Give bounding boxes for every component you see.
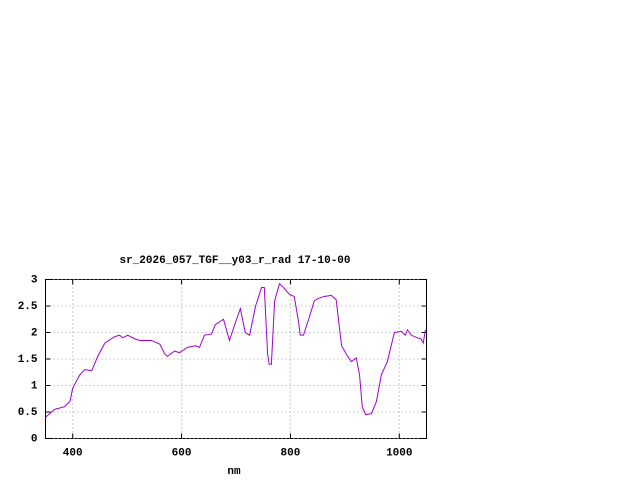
x-tick-label: 400 <box>63 447 83 459</box>
data-line <box>45 282 426 418</box>
y-tick-label: 0 <box>31 433 38 445</box>
y-tick-label: 2 <box>31 327 38 339</box>
x-tick-label: 600 <box>172 447 192 459</box>
y-tick-label: 0.5 <box>18 407 38 419</box>
plot-border <box>45 279 427 439</box>
y-tick-label: 2.5 <box>18 301 38 313</box>
chart-title: sr_2026_057_TGF__y03_r_rad 17-10-00 <box>119 255 350 267</box>
y-tick-label: 3 <box>31 274 38 286</box>
x-tick-label: 800 <box>281 447 301 459</box>
x-axis-label: nm <box>227 466 241 478</box>
y-tick-label: 1.5 <box>18 354 38 366</box>
x-tick-label: 1000 <box>386 447 412 459</box>
y-tick-label: 1 <box>31 380 38 392</box>
